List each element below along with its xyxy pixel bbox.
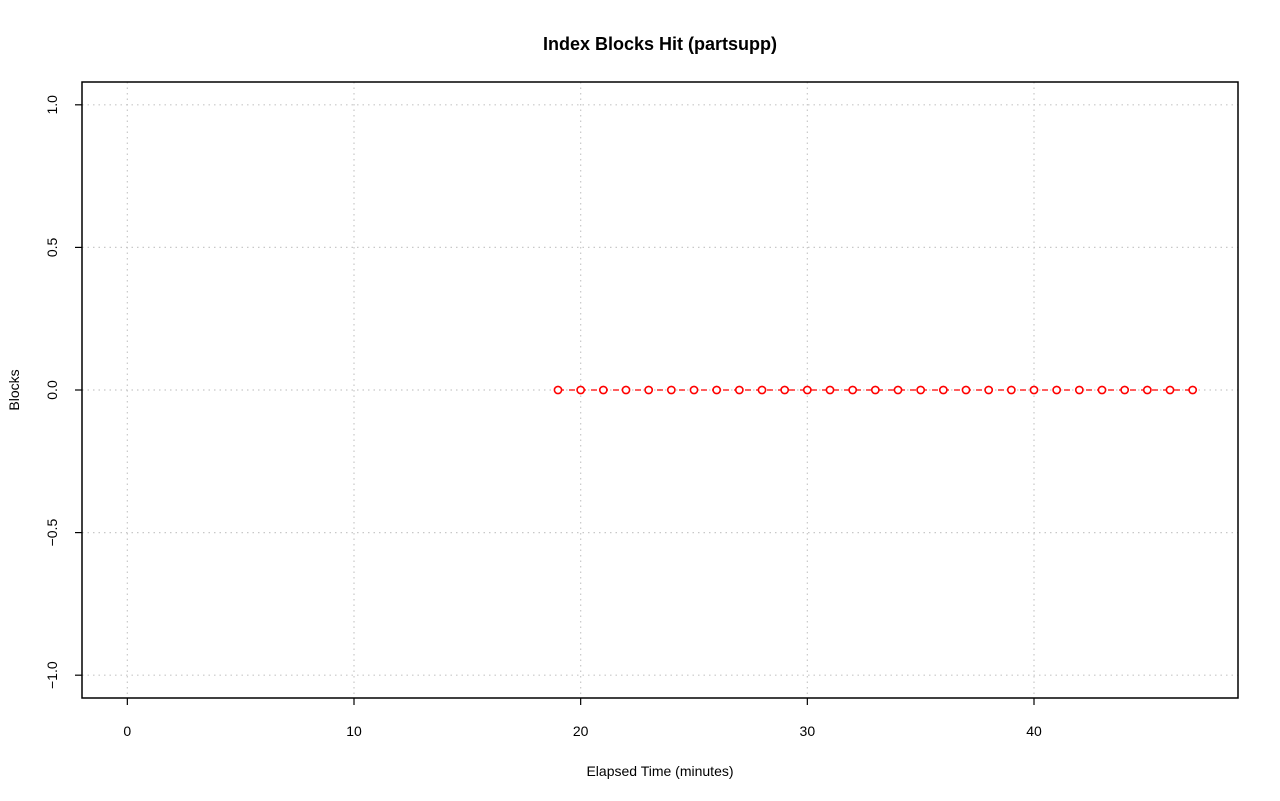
data-point-0-22 [1052, 385, 1062, 395]
data-point-0-6 [689, 385, 699, 395]
data-point-0-28 [1188, 385, 1198, 395]
chart-title: Index Blocks Hit (partsupp) [543, 34, 777, 54]
x-tick-label-4: 40 [1026, 723, 1042, 739]
data-point-0-7 [712, 385, 722, 395]
data-point-0-12 [825, 385, 835, 395]
data-point-0-23 [1074, 385, 1084, 395]
data-point-0-21 [1029, 385, 1039, 395]
data-point-0-9 [757, 385, 767, 395]
data-point-0-2 [598, 385, 608, 395]
data-point-0-5 [666, 385, 676, 395]
series-layer [553, 385, 1198, 395]
data-point-0-10 [780, 385, 790, 395]
y-axis-label: Blocks [6, 369, 22, 410]
x-axis-label: Elapsed Time (minutes) [586, 763, 733, 779]
data-point-0-19 [984, 385, 994, 395]
x-tick-label-2: 20 [573, 723, 589, 739]
data-point-0-17 [938, 385, 948, 395]
y-tick-label-4: 1.0 [44, 95, 60, 115]
x-tick-label-1: 10 [346, 723, 362, 739]
x-axis: 0 10 20 30 40 [123, 698, 1042, 739]
data-point-0-25 [1120, 385, 1130, 395]
y-tick-label-0: −1.0 [44, 661, 60, 689]
x-tick-label-0: 0 [123, 723, 131, 739]
y-axis: −1.0 −0.5 0.0 0.5 1.0 [44, 95, 82, 689]
data-point-0-4 [644, 385, 654, 395]
data-point-0-1 [576, 385, 586, 395]
data-point-0-11 [802, 385, 812, 395]
data-point-0-18 [961, 385, 971, 395]
data-point-0-16 [916, 385, 926, 395]
data-point-0-27 [1165, 385, 1175, 395]
data-point-0-20 [1006, 385, 1016, 395]
y-tick-label-3: 0.5 [44, 237, 60, 257]
data-point-0-15 [893, 385, 903, 395]
x-tick-label-3: 30 [800, 723, 816, 739]
data-point-0-13 [848, 385, 858, 395]
data-point-0-0 [553, 385, 563, 395]
data-point-0-24 [1097, 385, 1107, 395]
y-tick-label-2: 0.0 [44, 380, 60, 400]
data-point-0-26 [1142, 385, 1152, 395]
y-tick-label-1: −0.5 [44, 519, 60, 547]
data-point-0-14 [870, 385, 880, 395]
data-point-0-8 [734, 385, 744, 395]
data-point-0-3 [621, 385, 631, 395]
